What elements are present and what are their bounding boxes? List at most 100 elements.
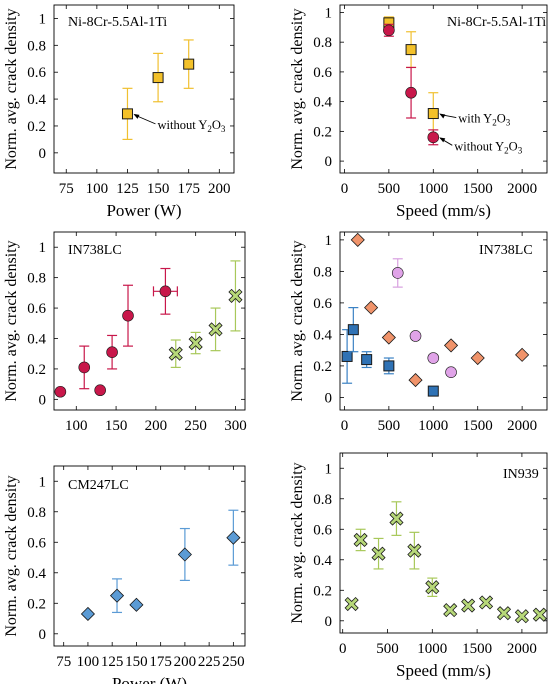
data-point xyxy=(405,44,417,56)
y-tick-label: 0 xyxy=(325,614,333,630)
y-tick-label: 0.2 xyxy=(313,124,332,140)
x-tick-label: 100 xyxy=(65,418,88,434)
annotation-text-tail: O xyxy=(497,112,506,126)
y-tick-label: 0.6 xyxy=(27,65,46,81)
data-point xyxy=(409,330,422,342)
x-tick-label: 125 xyxy=(101,654,124,670)
x-tick-label: 75 xyxy=(59,181,74,197)
data-point xyxy=(344,596,359,612)
data-point xyxy=(514,609,529,624)
x-tick-label: 1500 xyxy=(463,181,493,197)
data-point xyxy=(106,346,118,358)
x-tick-label: 1500 xyxy=(462,641,492,657)
y-tick-label: 1 xyxy=(325,5,333,21)
panel-title: IN738LC xyxy=(479,243,533,258)
y-tick-label: 0.2 xyxy=(27,119,46,135)
x-tick-label: 150 xyxy=(125,654,148,670)
y-tick-label: 0.4 xyxy=(313,553,332,569)
y-tick-label: 0 xyxy=(39,392,47,408)
data-point xyxy=(341,350,353,362)
data-point xyxy=(532,607,547,622)
data-point xyxy=(443,603,458,618)
y-axis-label: Norm. avg. crack density xyxy=(3,475,20,636)
y-tick-label: 0.4 xyxy=(27,566,46,582)
x-axis-label: Power (W) xyxy=(106,201,181,220)
chart-panel: 0 0.2 0.4 0.6 0.8 1 0 500 1000 1500 2000 Norm. avg.… xyxy=(289,231,548,434)
annotation-text-tail: O xyxy=(509,139,518,153)
panel-title: CM247LC xyxy=(68,478,129,493)
x-tick-label: 200 xyxy=(145,418,168,434)
y-axis-label: Norm. avg. crack density xyxy=(289,8,306,169)
plot-frame xyxy=(339,4,548,174)
x-tick-label: 175 xyxy=(177,181,200,197)
x-axis-label: Speed (mm/s) xyxy=(396,661,491,680)
data-point xyxy=(94,384,106,397)
x-tick-label: 100 xyxy=(77,654,100,670)
x-tick-label: 1000 xyxy=(417,641,447,657)
data-point xyxy=(427,108,439,120)
x-tick-label: 500 xyxy=(376,641,399,657)
x-tick-label: 250 xyxy=(184,418,207,434)
data-point xyxy=(353,532,368,548)
x-axis-label: Power (W) xyxy=(112,674,187,684)
annotation-subscript: 3 xyxy=(221,124,226,134)
annotation-label: with Y2O3 xyxy=(458,112,510,128)
plot-frame xyxy=(339,452,548,634)
annotation-arrowhead xyxy=(439,137,446,143)
y-tick-label: 0.6 xyxy=(27,301,46,317)
data-point xyxy=(461,598,476,613)
y-tick-label: 1 xyxy=(325,233,333,249)
data-point xyxy=(208,322,223,337)
x-tick-label: 0 xyxy=(341,181,349,197)
y-tick-label: 1 xyxy=(39,474,47,490)
y-axis-label: Norm. avg. crack density xyxy=(289,462,306,623)
y-tick-label: 0.8 xyxy=(27,38,46,54)
y-tick-label: 0.2 xyxy=(313,359,332,375)
data-point xyxy=(226,530,241,545)
x-tick-label: 1500 xyxy=(463,418,493,434)
panel-title: IN738LC xyxy=(68,243,122,258)
y-axis-label: Norm. avg. crack density xyxy=(3,240,20,401)
y-tick-label: 0 xyxy=(325,154,333,170)
y-axis-label: Norm. avg. crack density xyxy=(3,8,20,169)
data-point xyxy=(350,232,365,247)
x-tick-label: 500 xyxy=(378,181,401,197)
data-series xyxy=(121,39,195,140)
x-tick-label: 2000 xyxy=(507,641,537,657)
annotation-subscript: 2 xyxy=(492,118,497,128)
x-tick-label: 200 xyxy=(174,654,197,670)
data-series xyxy=(350,232,530,388)
data-point xyxy=(427,352,440,364)
data-point xyxy=(427,131,440,144)
plot-frame xyxy=(53,231,246,411)
y-tick-label: 0.8 xyxy=(313,492,332,508)
data-point xyxy=(54,385,67,398)
data-point xyxy=(80,606,95,622)
x-tick-label: 1000 xyxy=(418,418,448,434)
data-point xyxy=(152,72,164,84)
data-point xyxy=(427,385,439,397)
x-tick-label: 175 xyxy=(149,654,172,670)
data-point xyxy=(361,354,373,366)
x-tick-label: 1000 xyxy=(418,181,448,197)
x-axis-label: Speed (mm/s) xyxy=(396,201,491,220)
x-tick-label: 200 xyxy=(208,181,231,197)
data-point xyxy=(389,511,404,526)
data-point xyxy=(470,350,485,366)
data-point xyxy=(121,108,133,120)
plot-frame xyxy=(53,465,246,647)
annotation-text: without Y xyxy=(454,139,504,153)
annotation-subscript: 2 xyxy=(207,124,212,134)
x-tick-label: 150 xyxy=(147,181,170,197)
data-series xyxy=(341,307,439,397)
data-point xyxy=(188,335,203,351)
data-point xyxy=(78,361,91,374)
y-axis-label: Norm. avg. crack density xyxy=(289,240,306,401)
chart-panel: 0 0.2 0.4 0.6 0.8 1 0 500 1000 1500 2000 Norm. avg.… xyxy=(289,452,548,680)
y-tick-label: 1 xyxy=(325,461,333,477)
data-point xyxy=(228,288,243,303)
y-tick-label: 0.6 xyxy=(313,65,332,81)
x-tick-label: 0 xyxy=(339,641,347,657)
data-point xyxy=(443,338,459,353)
y-tick-label: 0 xyxy=(39,627,47,643)
